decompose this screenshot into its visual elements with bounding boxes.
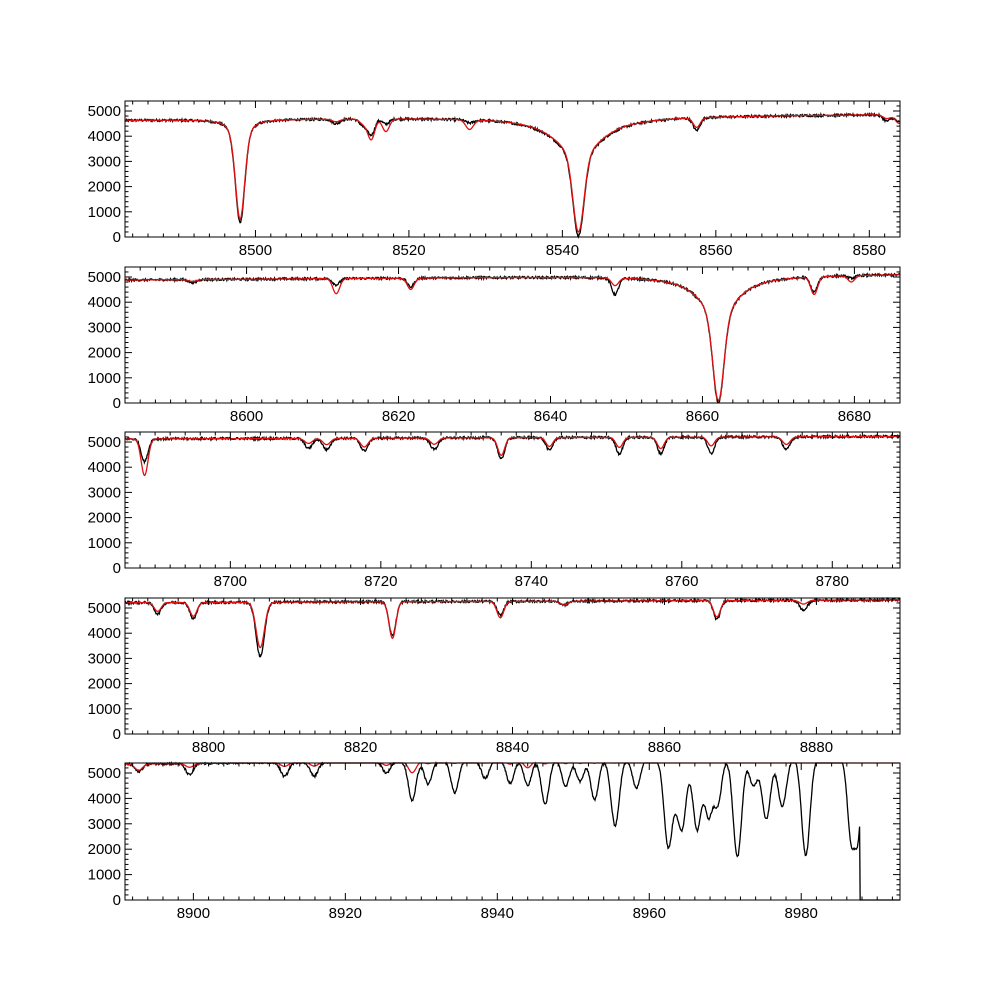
spectrum-panel-3: 8700 8720 8740 8760 8780 0 1000 2000 3000 4000 500… — [88, 431, 901, 590]
y-tick-label: 2000 — [88, 345, 121, 362]
y-tick-label: 0 — [113, 560, 121, 577]
spectrum-panel-5: 8900 8920 8940 8960 8980 0 1000 2000 3000 4000 500… — [88, 761, 901, 922]
panel-frame — [124, 762, 901, 901]
x-tick-label: 8560 — [699, 242, 732, 259]
x-tick-label: 8820 — [344, 739, 377, 756]
y-tick-label: 1000 — [88, 535, 121, 552]
model-spectrum-line — [125, 114, 901, 233]
y-tick-label: 0 — [113, 395, 121, 412]
y-tick-label: 1000 — [88, 204, 121, 221]
x-tick-label: 8640 — [534, 408, 567, 425]
x-tick-label: 8600 — [230, 408, 263, 425]
y-tick-label: 1000 — [88, 370, 121, 387]
y-tick-label: 2000 — [88, 510, 121, 527]
y-tick-label: 4000 — [88, 459, 121, 476]
y-tick-label: 3000 — [88, 484, 121, 501]
model-spectrum-line — [124, 274, 901, 402]
y-tick-label: 2000 — [88, 676, 121, 693]
x-tick-label: 8720 — [364, 573, 397, 590]
panel-frame — [124, 266, 901, 404]
y-tick-label: 4000 — [88, 294, 121, 311]
x-tick-label: 8780 — [816, 573, 849, 590]
panel-frame — [124, 100, 901, 238]
y-tick-label: 5000 — [88, 103, 121, 120]
x-tick-label: 8980 — [785, 905, 818, 922]
y-tick-label: 4000 — [88, 790, 121, 807]
y-tick-label: 0 — [113, 726, 121, 743]
x-tick-label: 8840 — [496, 739, 529, 756]
y-tick-label: 5000 — [88, 600, 121, 617]
spectrum-panel-1: 8500 8520 8540 8560 8580 0 1000 2000 3000 4000 500… — [88, 100, 901, 259]
observed-spectrum-line — [124, 596, 901, 658]
x-tick-label: 8700 — [214, 573, 247, 590]
panel-frame — [124, 597, 901, 735]
y-tick-label: 5000 — [88, 269, 121, 286]
observed-spectrum-line — [124, 433, 901, 465]
x-tick-label: 8580 — [853, 242, 886, 259]
y-tick-label: 5000 — [88, 434, 121, 451]
x-tick-label: 8740 — [515, 573, 548, 590]
observed-spectrum-line — [124, 271, 901, 404]
y-tick-label: 2000 — [88, 841, 121, 858]
x-tick-label: 8680 — [838, 408, 871, 425]
x-tick-label: 8900 — [177, 905, 210, 922]
y-tick-label: 4000 — [88, 625, 121, 642]
y-tick-label: 1000 — [88, 701, 121, 718]
y-tick-label: 3000 — [88, 816, 121, 833]
x-tick-label: 8760 — [665, 573, 698, 590]
y-tick-label: 0 — [113, 892, 121, 909]
model-spectrum-line — [124, 435, 900, 477]
y-tick-label: 3000 — [88, 319, 121, 336]
spectrum-panel-4: 8800 8820 8840 8860 8880 0 1000 2000 3000 4000 500… — [88, 596, 901, 756]
x-tick-label: 8620 — [382, 408, 415, 425]
x-tick-label: 8540 — [546, 242, 579, 259]
x-tick-label: 8860 — [648, 739, 681, 756]
y-tick-label: 2000 — [88, 179, 121, 196]
y-tick-label: 5000 — [88, 765, 121, 782]
x-tick-label: 8520 — [392, 242, 425, 259]
x-tick-label: 8880 — [800, 739, 833, 756]
y-tick-label: 4000 — [88, 128, 121, 145]
x-tick-label: 8800 — [192, 739, 225, 756]
model-spectrum-line — [125, 599, 900, 649]
x-tick-label: 8960 — [633, 905, 666, 922]
x-tick-label: 8920 — [329, 905, 362, 922]
x-tick-label: 8500 — [239, 242, 272, 259]
observed-spectrum-line — [124, 761, 900, 901]
spectrum-panel-2: 8600 8620 8640 8660 8680 0 1000 2000 3000 4000 500… — [88, 266, 901, 425]
y-tick-label: 1000 — [88, 867, 121, 884]
panel-frame — [124, 431, 901, 569]
y-tick-label: 3000 — [88, 153, 121, 170]
y-tick-label: 3000 — [88, 650, 121, 667]
y-tick-label: 0 — [113, 229, 121, 246]
x-tick-label: 8660 — [686, 408, 719, 425]
x-tick-label: 8940 — [481, 905, 514, 922]
